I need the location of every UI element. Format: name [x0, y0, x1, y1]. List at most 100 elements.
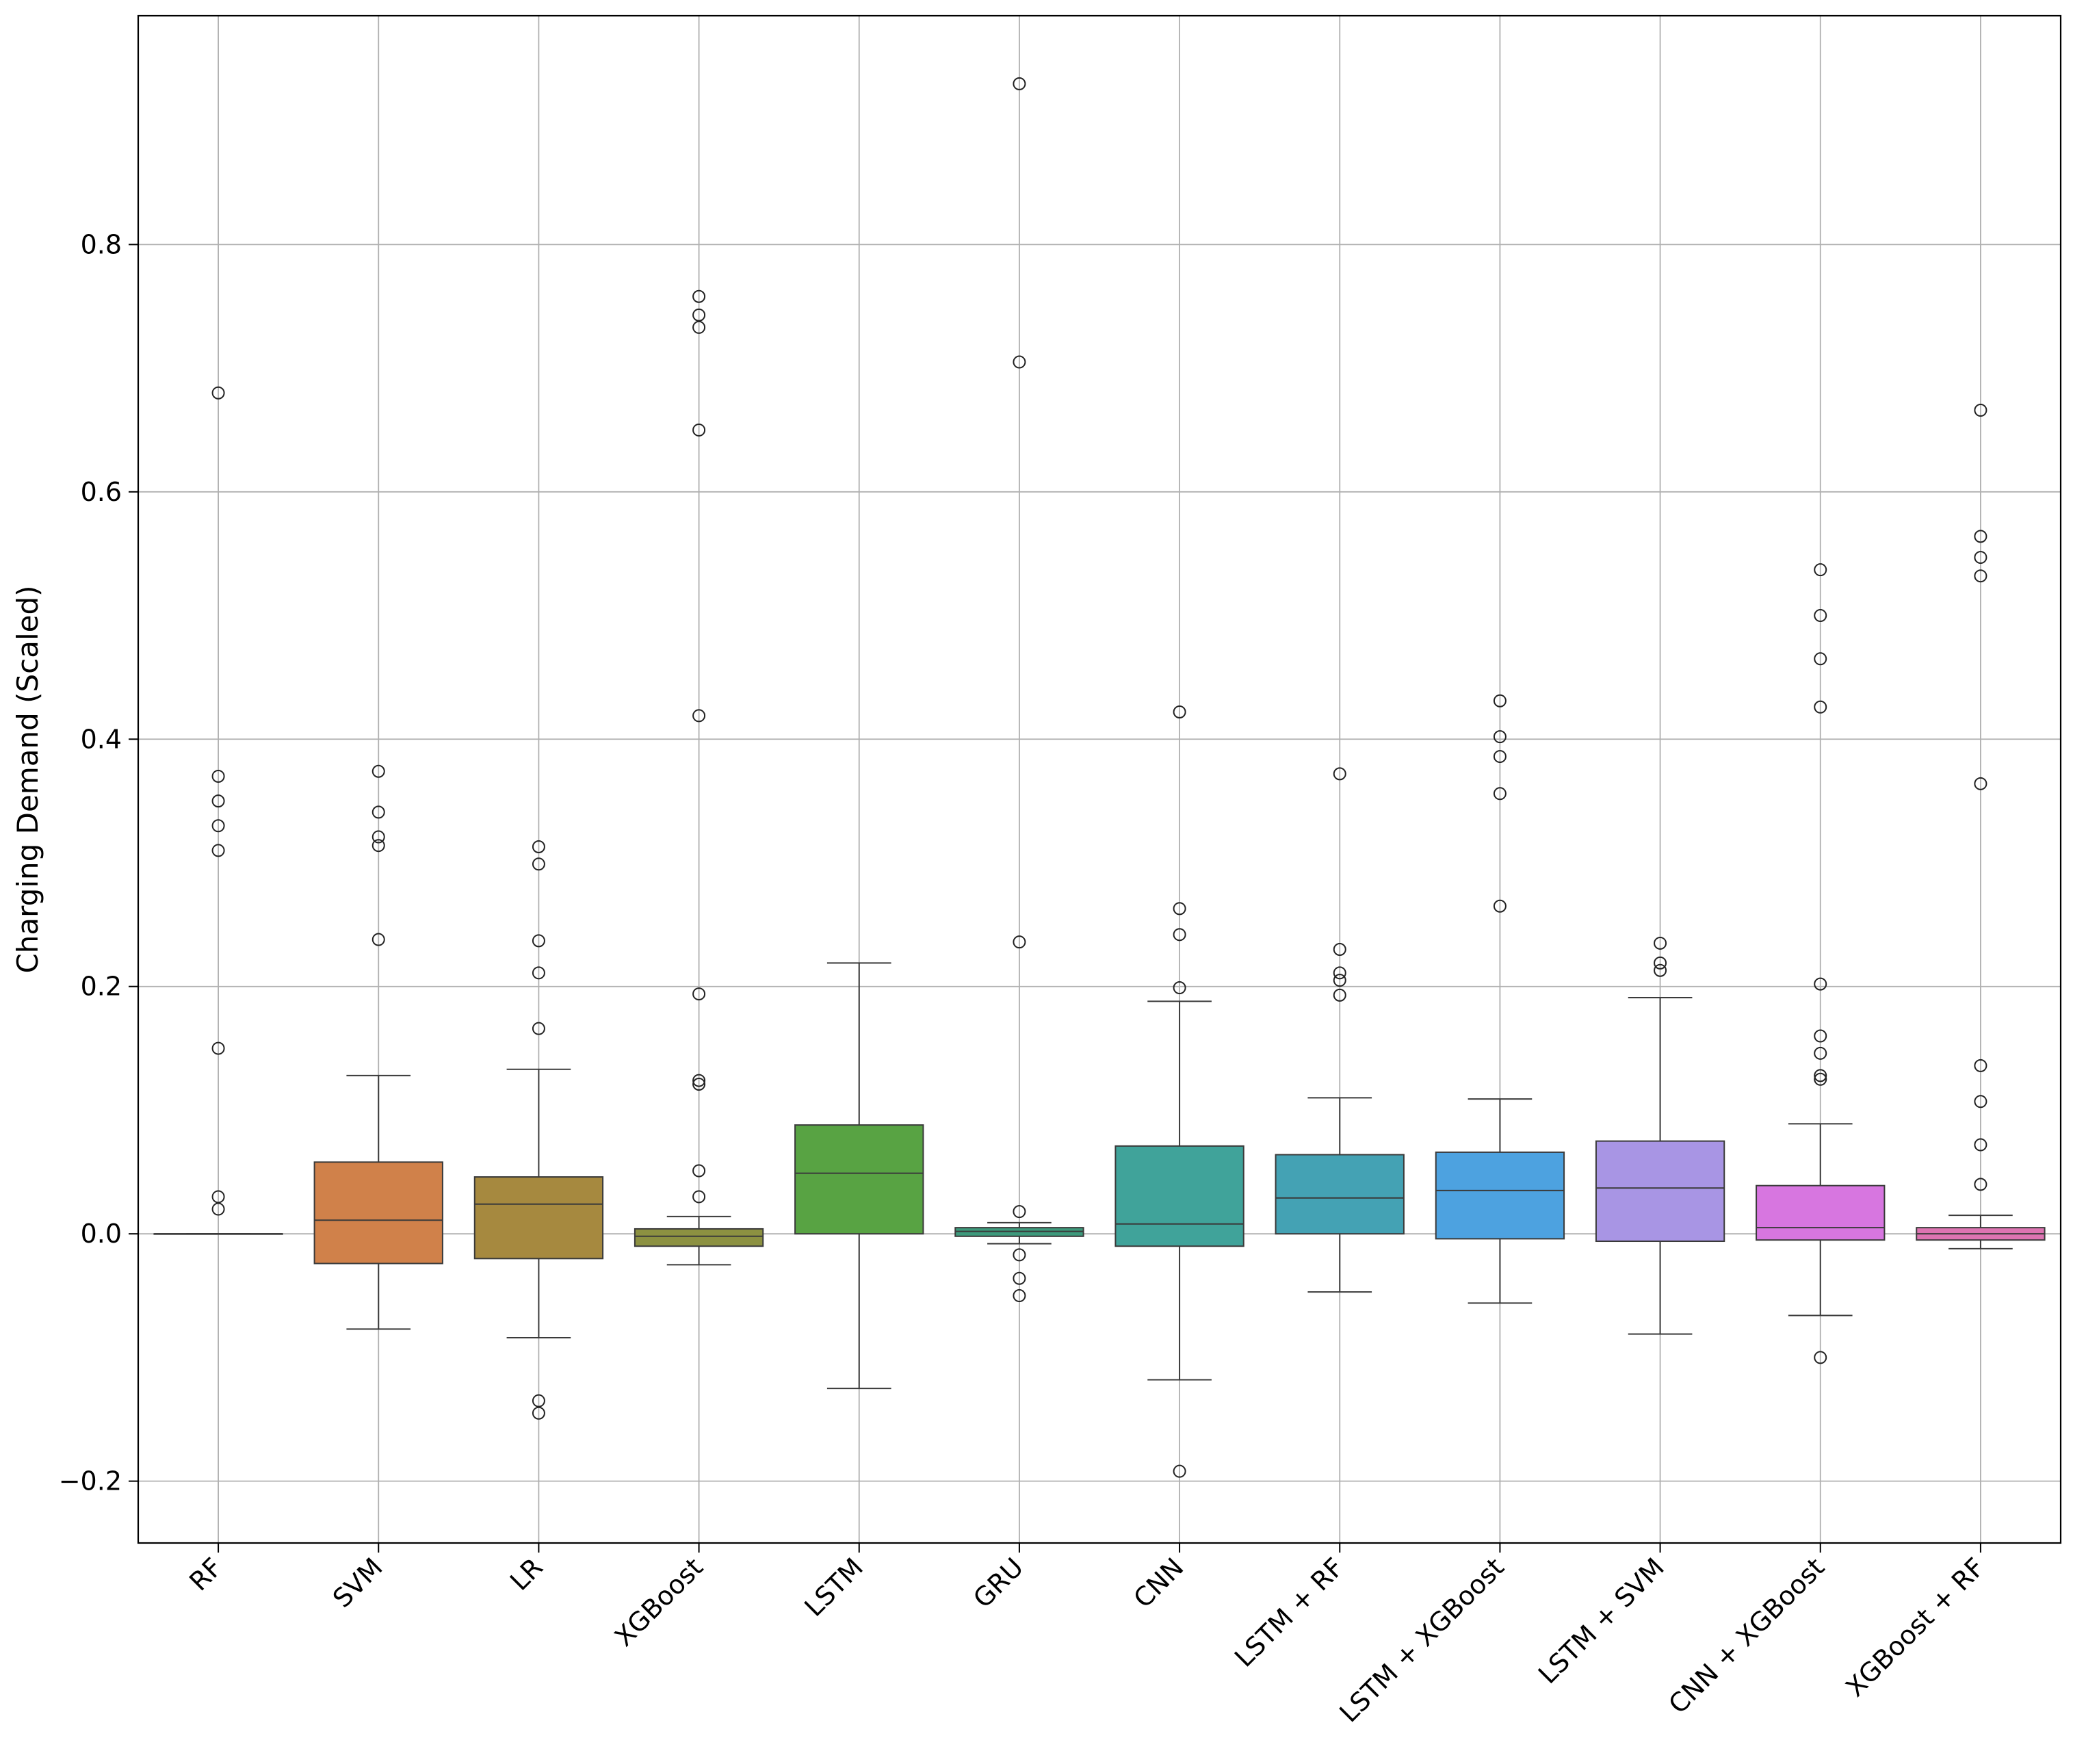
outlier-point: [1013, 935, 1026, 949]
box-lstm-xgboost: [1435, 694, 1565, 1304]
outlier-point: [532, 966, 545, 980]
outlier-point: [532, 1406, 545, 1420]
outlier-point: [532, 1394, 545, 1408]
box-cnn: [1114, 705, 1244, 1478]
outlier-point: [1814, 1029, 1827, 1043]
outlier-point: [1493, 730, 1507, 744]
box-body: [634, 1228, 764, 1247]
y-tick-label: 0.6: [81, 477, 122, 507]
outlier-point: [1814, 1351, 1827, 1364]
outlier-point: [692, 320, 706, 334]
outlier-point: [692, 289, 706, 303]
outlier-point: [1333, 767, 1346, 781]
y-tick-label: 0.0: [81, 1219, 122, 1249]
outlier-point: [1974, 569, 1987, 583]
outlier-point: [1974, 1059, 1987, 1072]
outlier-point: [1814, 1069, 1827, 1082]
outlier-point: [692, 308, 706, 322]
outlier-point: [371, 933, 385, 946]
outlier-point: [1974, 1138, 1987, 1152]
outlier-point: [1333, 943, 1346, 957]
box-body: [1595, 1140, 1725, 1243]
box-body: [313, 1161, 443, 1264]
outlier-point: [211, 819, 225, 833]
box-xgboost-rf: [1916, 404, 2046, 1249]
box-lstm-rf: [1275, 767, 1405, 1293]
outlier-point: [211, 386, 225, 400]
outlier-point: [1814, 563, 1827, 577]
outlier-point: [1493, 899, 1507, 913]
outlier-point: [1974, 1095, 1987, 1108]
box-body: [1114, 1145, 1244, 1247]
box-svm: [313, 764, 443, 1330]
box-cnn-xgboost: [1756, 563, 1886, 1364]
outlier-point: [1814, 609, 1827, 623]
outlier-point: [1013, 1271, 1026, 1285]
outlier-point: [692, 1077, 706, 1091]
outlier-point: [1013, 1289, 1026, 1303]
boxes: [153, 77, 2046, 1478]
outlier-point: [211, 1190, 225, 1204]
outlier-point: [1173, 902, 1186, 916]
box-body: [1756, 1184, 1886, 1241]
outlier-point: [1333, 988, 1346, 1002]
outlier-point: [1974, 551, 1987, 565]
outlier-point: [532, 1022, 545, 1035]
outlier-point: [532, 857, 545, 871]
outlier-point: [1974, 1178, 1987, 1191]
outlier-point: [1814, 977, 1827, 991]
outlier-point: [1814, 1046, 1827, 1060]
outlier-point: [1814, 700, 1827, 714]
outlier-point: [211, 794, 225, 808]
outlier-point: [371, 805, 385, 819]
y-tick-label: 0.8: [81, 229, 122, 259]
outlier-point: [692, 423, 706, 437]
box-gru: [954, 77, 1084, 1303]
outlier-point: [692, 1074, 706, 1087]
outlier-point: [1013, 355, 1026, 369]
outlier-point: [692, 1190, 706, 1204]
outlier-point: [1173, 1464, 1186, 1478]
outlier-point: [211, 844, 225, 857]
outlier-point: [1333, 966, 1346, 980]
outlier-point: [371, 839, 385, 853]
outlier-point: [532, 934, 545, 948]
outlier-point: [1173, 705, 1186, 719]
outlier-point: [1814, 652, 1827, 666]
y-tick-label: −0.2: [59, 1466, 122, 1496]
outlier-point: [1493, 750, 1507, 764]
outlier-point: [1974, 777, 1987, 790]
outlier-point: [211, 769, 225, 783]
box-lstm: [794, 962, 924, 1390]
outlier-point: [692, 1164, 706, 1178]
box-rf: [153, 386, 283, 1235]
outlier-point: [1493, 694, 1507, 708]
y-axis-label: Charging Demand (Scaled): [11, 585, 44, 973]
outlier-point: [1013, 1205, 1026, 1219]
outlier-point: [1173, 981, 1186, 995]
box-body: [1435, 1151, 1565, 1240]
y-tick-label: 0.2: [81, 972, 122, 1002]
outlier-point: [532, 840, 545, 853]
box-lstm-svm: [1595, 936, 1725, 1335]
outlier-point: [1333, 974, 1346, 987]
plot-area-frame: [137, 14, 2062, 1544]
outlier-point: [1013, 1248, 1026, 1262]
box-xgboost: [634, 289, 764, 1266]
outlier-point: [211, 1041, 225, 1055]
box-body: [473, 1176, 604, 1260]
outlier-point: [1173, 928, 1186, 942]
outlier-point: [1974, 530, 1987, 543]
outlier-point: [692, 987, 706, 1001]
outlier-point: [211, 1202, 225, 1216]
outlier-point: [1013, 77, 1026, 90]
outlier-point: [1654, 936, 1667, 950]
box-body: [794, 1124, 924, 1235]
outlier-point: [371, 764, 385, 778]
outlier-point: [692, 709, 706, 723]
y-tick-label: 0.4: [81, 724, 122, 754]
box-lr: [473, 840, 604, 1420]
